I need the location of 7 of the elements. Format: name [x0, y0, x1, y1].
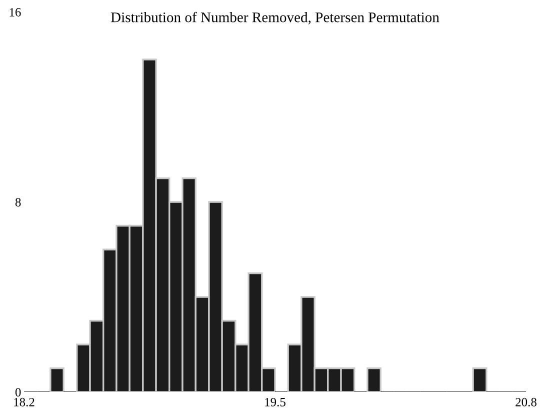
chart-title: Distribution of Number Removed, Petersen Permutation [110, 12, 440, 24]
x-tick-label: 19.5 [265, 398, 286, 406]
y-tick-label: 16 [10, 8, 21, 16]
y-tick-label: 0 [15, 388, 21, 396]
x-tick-label: 18.2 [14, 398, 34, 406]
y-tick-label: 8 [15, 198, 21, 206]
x-tick-label: 20.8 [516, 398, 536, 406]
